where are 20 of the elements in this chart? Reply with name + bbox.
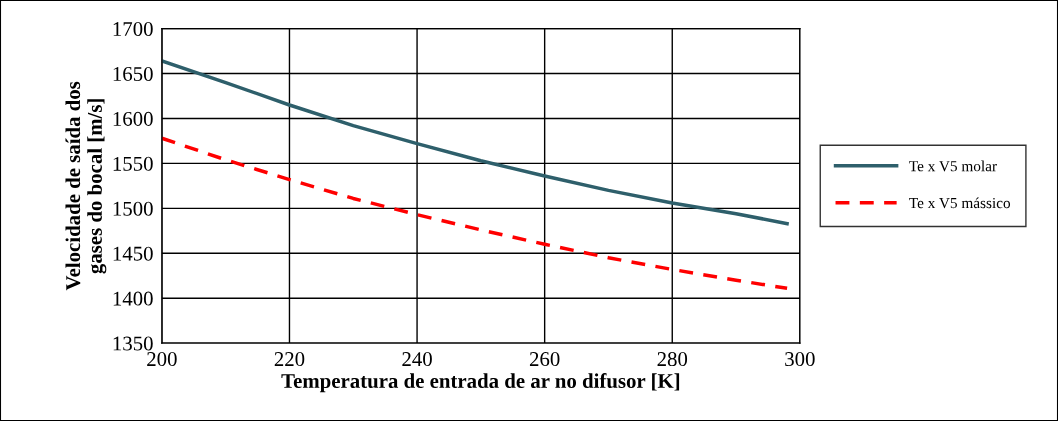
x-axis-title: Temperatura de entrada de ar no difusor [K]: [281, 373, 680, 393]
x-tick-label: 300: [785, 352, 815, 367]
x-tick-label: 260: [529, 352, 560, 367]
y-tick-label: 1450: [113, 246, 153, 261]
y-tick-label: 1650: [113, 66, 153, 81]
x-tick-label: 220: [274, 352, 305, 367]
y-tick-label: 1700: [113, 22, 153, 37]
line-series: [161, 136, 789, 291]
y-tick-label: 1550: [113, 156, 153, 171]
y-tick-label: 1600: [113, 111, 153, 126]
y-axis-title: Velocidade de saída dos gases do bocal [m/s]: [65, 81, 107, 291]
x-tick-label: 240: [402, 352, 432, 367]
x-tick-label: 200: [147, 352, 177, 367]
legend-label: Te x V5 molar: [909, 160, 997, 172]
y-tick-label: 1400: [113, 291, 153, 306]
y-tick-label: 1350: [113, 336, 153, 351]
y-tick-label: 1500: [113, 201, 153, 216]
x-tick-label: 280: [657, 352, 688, 367]
legend-label: Te x V5 mássico: [909, 197, 1011, 209]
line-series: [161, 59, 789, 226]
